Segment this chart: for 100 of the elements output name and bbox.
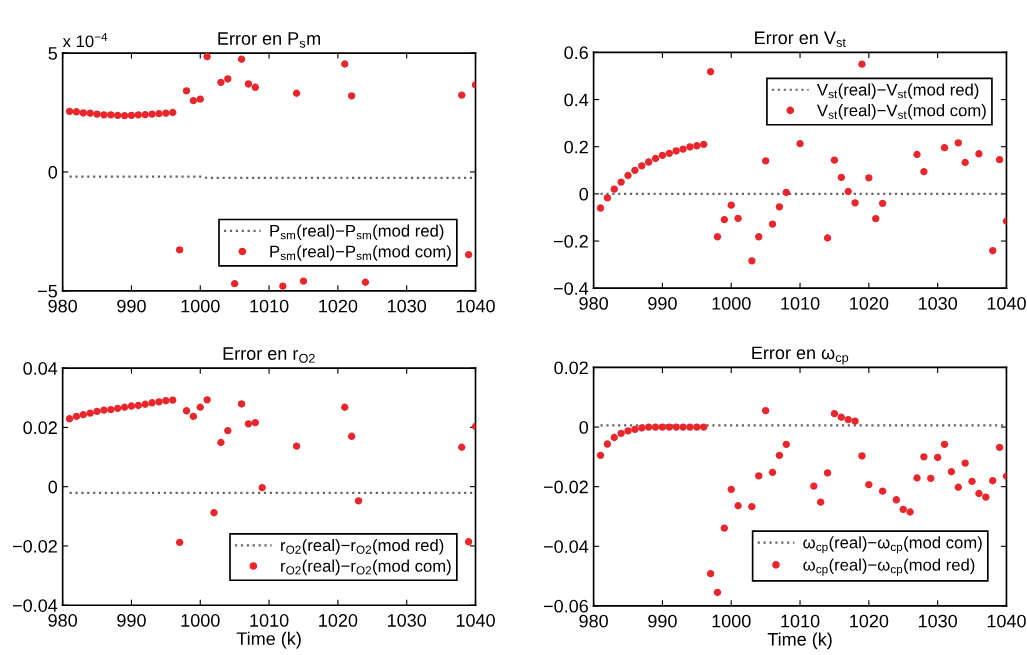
x-tick-label: 1010 (781, 297, 820, 310)
x-tick-label: 980 (579, 614, 608, 628)
point (237, 400, 246, 408)
point (148, 110, 156, 118)
point (920, 453, 928, 461)
point (617, 429, 625, 437)
point (603, 440, 612, 448)
point (217, 438, 225, 447)
point (141, 400, 149, 408)
point (713, 233, 722, 241)
y-tick-label: −0.2 (553, 234, 588, 248)
x-tick-label: 1040 (987, 297, 1026, 310)
point (638, 162, 646, 170)
point (65, 415, 74, 423)
point (679, 423, 687, 431)
point (651, 423, 660, 431)
point (940, 440, 949, 449)
x-tick-label: 990 (117, 299, 146, 313)
x-tick-label: 1010 (250, 299, 289, 313)
point (120, 403, 129, 411)
point (624, 427, 632, 435)
point (155, 110, 163, 118)
legend-label: P$_{sm}$(real)−P$_{sm}$(mod red) (270, 224, 444, 241)
point (464, 538, 473, 546)
point (127, 111, 136, 120)
y-tick-label: 0.04 (23, 362, 58, 375)
x-tick-label: 1030 (918, 297, 958, 310)
y-tick-label: 0.02 (23, 421, 57, 435)
point (872, 214, 880, 223)
point (114, 111, 122, 120)
point (933, 453, 942, 462)
x-tick-label: 1000 (181, 614, 220, 627)
x-tick-label: 1020 (319, 299, 358, 313)
point (292, 89, 301, 97)
point (244, 80, 253, 88)
y-tick-label: −0.04 (543, 540, 589, 553)
chart-title: Error en V$_{st}$ (755, 31, 846, 48)
point (768, 220, 777, 228)
point (961, 459, 969, 467)
x-tick-label: 1000 (181, 299, 220, 313)
point (782, 440, 790, 449)
point (844, 415, 852, 424)
point (79, 410, 87, 419)
point (693, 423, 701, 431)
point (175, 246, 184, 254)
point (79, 109, 87, 117)
point (734, 502, 742, 510)
legend-label: V$_{st}$(real)−V$_{st}$(mod red) (817, 83, 979, 99)
point (851, 417, 859, 425)
point (982, 493, 990, 501)
y-tick-label: 0.2 (564, 140, 588, 154)
point (665, 149, 673, 157)
x-tick-label: 1030 (918, 614, 958, 628)
legend-label: ω$_{cp}$(real)−ω$_{cp}$(mod com) (803, 536, 982, 554)
point (755, 472, 763, 480)
point (203, 53, 211, 61)
x-tick-label: 980 (48, 614, 77, 627)
point (679, 145, 687, 153)
point (347, 432, 356, 440)
y-tick-label: 0 (48, 165, 58, 179)
point (713, 588, 722, 597)
point (734, 214, 742, 223)
point (727, 201, 735, 209)
point (906, 508, 914, 516)
legend-label: ω$_{cp}$(real)−ω$_{cp}$(mod red) (803, 558, 975, 576)
x-tick-label: 1030 (387, 614, 427, 627)
x-axis-title: Time (k) (767, 632, 832, 650)
x-tick-label: 1040 (456, 299, 495, 313)
point (148, 399, 156, 407)
point (837, 413, 845, 421)
point (155, 398, 163, 406)
y-tick-label: −0.02 (543, 480, 588, 494)
point (196, 95, 204, 103)
point (782, 188, 790, 197)
point (189, 96, 198, 105)
point (858, 60, 866, 68)
point (141, 110, 149, 119)
point (768, 468, 777, 477)
point (920, 168, 928, 176)
point (631, 425, 639, 434)
point (114, 404, 122, 413)
point (775, 203, 784, 211)
point (134, 111, 143, 119)
point (720, 524, 729, 532)
point (810, 482, 818, 490)
point (279, 282, 287, 290)
point (899, 505, 907, 513)
point (817, 498, 825, 506)
point (755, 233, 763, 241)
point (638, 424, 646, 432)
point (858, 452, 866, 460)
point (995, 443, 1004, 451)
point (93, 407, 101, 416)
point (458, 91, 466, 99)
point (947, 468, 956, 476)
point (182, 87, 191, 95)
point (182, 407, 191, 415)
point (761, 157, 770, 165)
point (954, 483, 962, 491)
point (844, 187, 852, 196)
